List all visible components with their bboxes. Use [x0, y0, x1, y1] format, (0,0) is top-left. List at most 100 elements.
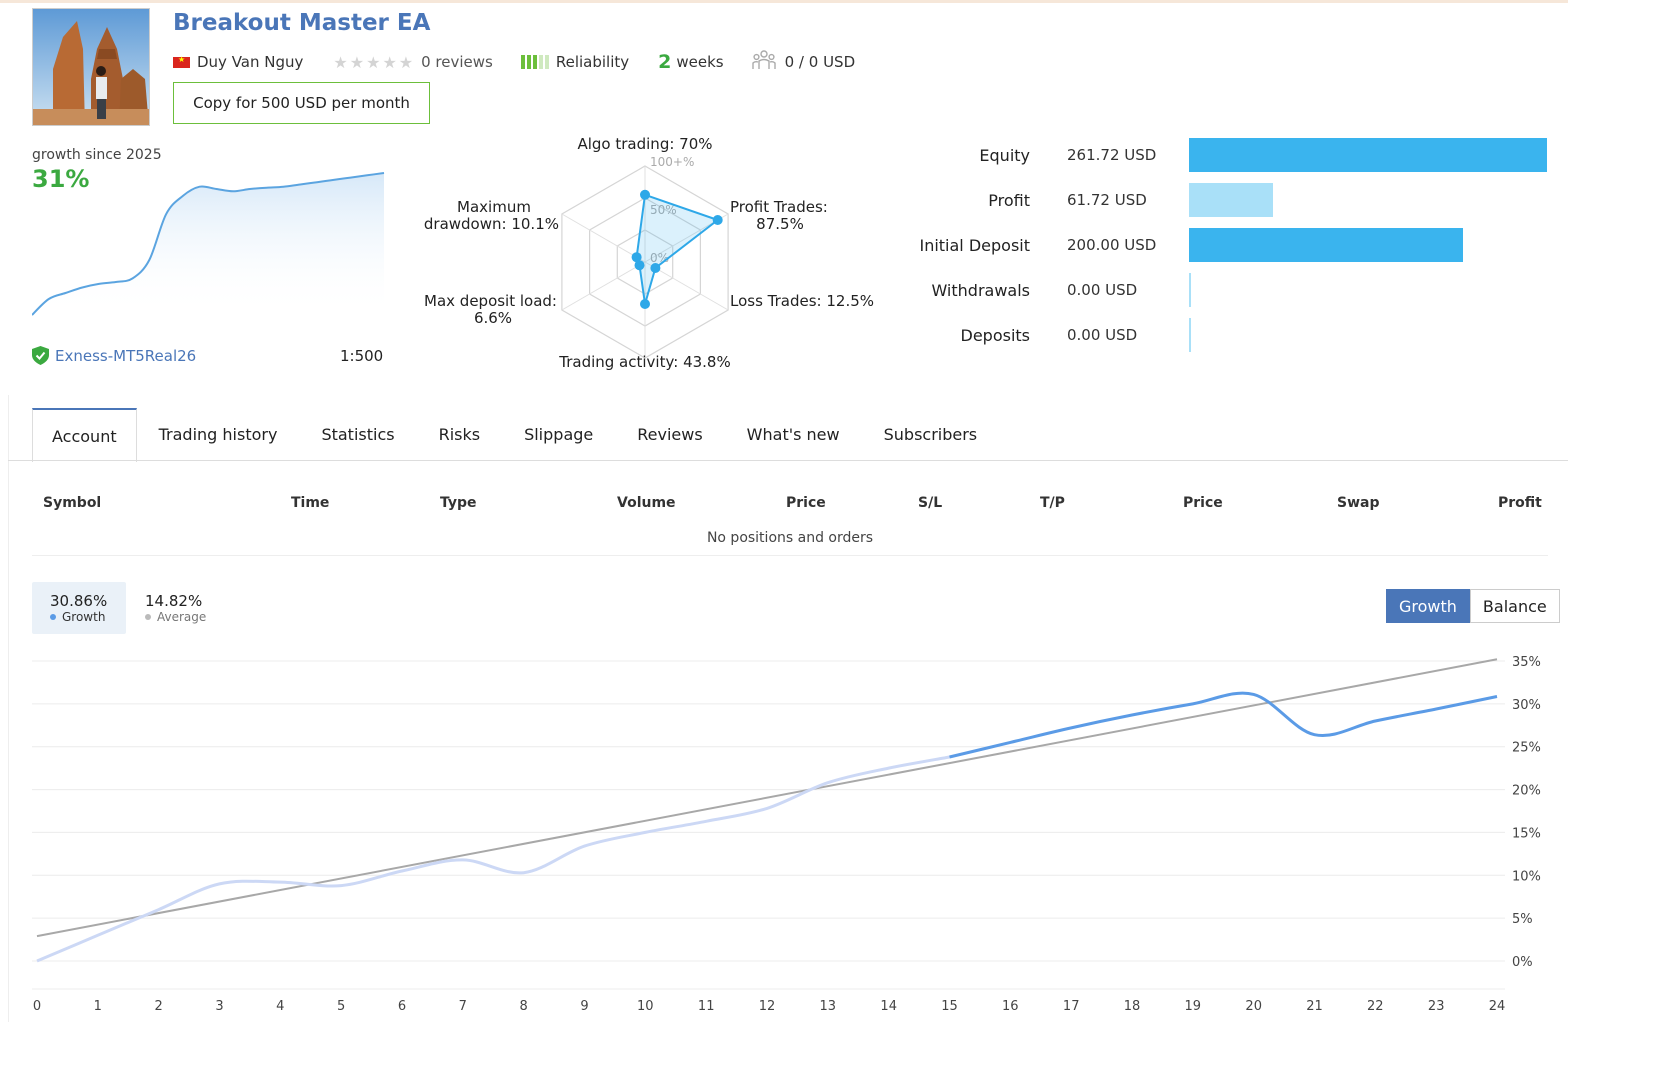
- growth-chart-x-labels: 0 1 2 3 4 5 6 7 8 9 10 11 12 13 14 15 16 17 18 19 20 21 22 23 24: [33, 999, 1505, 1014]
- col-time[interactable]: Time: [291, 495, 330, 511]
- account-label-3: Withdrawals: [931, 281, 1030, 300]
- content-border: [8, 395, 9, 1022]
- subscribers-icon: [751, 49, 776, 75]
- x-tick-label: 18: [1124, 999, 1141, 1014]
- account-value-1: 61.72 USD: [1067, 191, 1147, 209]
- average-dot-icon: [145, 614, 151, 620]
- system-title[interactable]: Breakout Master EA: [173, 10, 431, 36]
- x-tick-label: 17: [1063, 999, 1080, 1014]
- x-tick-label: 23: [1428, 999, 1445, 1014]
- growth-chart-grid: [32, 660, 1505, 990]
- author-avatar[interactable]: [32, 8, 150, 126]
- radar-points: [631, 189, 723, 309]
- balance-toggle-button[interactable]: Balance: [1469, 589, 1560, 623]
- account-label-2: Initial Deposit: [919, 236, 1030, 255]
- subscribers-funds: 0 / 0 USD: [784, 53, 856, 71]
- weeks-number: 2: [658, 51, 672, 73]
- tab-trading-history[interactable]: Trading history: [158, 425, 278, 444]
- radar-point-6: [631, 252, 642, 263]
- x-tick-label: 21: [1306, 999, 1323, 1014]
- system-meta: Duy Van Nguy ★★★★★ 0 reviews Reliability…: [173, 50, 855, 74]
- radar-chart: 100+% 50% 0% Algo trading: 70% Profit Tr…: [424, 135, 874, 371]
- tab-account[interactable]: Account: [32, 408, 137, 462]
- growth-stat-label: Growth: [62, 610, 106, 624]
- reliability-label: Reliability: [555, 53, 630, 71]
- y-tick-label: 35%: [1512, 655, 1541, 670]
- x-tick-label: 15: [941, 999, 958, 1014]
- col-sl[interactable]: S/L: [918, 495, 943, 511]
- account-label-1: Profit: [988, 191, 1030, 210]
- account-bar-2: [1189, 228, 1463, 262]
- growth-stat-value: 30.86%: [50, 592, 108, 610]
- tab-subscribers[interactable]: Subscribers: [883, 425, 978, 444]
- growth-chart: 0 1 2 3 4 5 6 7 8 9 10 11 12 13 14 15 16 17 18 19 20 21 22 23 24…: [32, 655, 1541, 1014]
- average-series-line: [36, 658, 1498, 938]
- chart-mode-toggle: Growth Balance: [1386, 589, 1560, 623]
- x-tick-label: 5: [337, 999, 345, 1014]
- reliability-icon: [520, 55, 549, 69]
- col-profit[interactable]: Profit: [1498, 495, 1542, 511]
- y-tick-label: 25%: [1512, 741, 1541, 756]
- x-tick-label: 22: [1367, 999, 1384, 1014]
- growth-since-value: 31%: [32, 165, 90, 193]
- col-tp[interactable]: T/P: [1040, 495, 1065, 511]
- account-value-2: 200.00 USD: [1067, 236, 1157, 254]
- radar-point-1: [640, 189, 650, 200]
- radar-spoke-5: [561, 261, 646, 311]
- y-tick-label: 0%: [1512, 955, 1533, 970]
- tab-statistics[interactable]: Statistics: [321, 425, 395, 444]
- broker-server-link[interactable]: Exness-MT5Real26: [55, 346, 197, 365]
- tab-slippage[interactable]: Slippage: [524, 425, 594, 444]
- reviews-count[interactable]: 0 reviews: [421, 53, 493, 71]
- col-type[interactable]: Type: [440, 495, 477, 511]
- x-tick-label: 24: [1489, 999, 1506, 1014]
- tab-whats-new[interactable]: What's new: [746, 425, 840, 444]
- vietnam-flag-icon: [173, 55, 190, 68]
- y-tick-label: 20%: [1512, 784, 1541, 799]
- growth-toggle-button[interactable]: Growth: [1386, 589, 1470, 623]
- growth-stat[interactable]: 30.86% Growth: [32, 582, 126, 634]
- top-border: [0, 0, 1568, 3]
- radar-label-profit-2: 87.5%: [756, 215, 804, 233]
- account-value-0: 261.72 USD: [1067, 146, 1157, 164]
- x-tick-label: 13: [820, 999, 837, 1014]
- growth-dot-icon: [50, 614, 56, 620]
- account-bar-3: [1189, 273, 1191, 307]
- x-tick-label: 12: [759, 999, 776, 1014]
- mini-growth-chart: [32, 172, 385, 316]
- mini-growth-line: [32, 172, 385, 316]
- x-tick-label: 2: [155, 999, 163, 1014]
- tab-risks[interactable]: Risks: [438, 425, 481, 444]
- radar-label-profit-1: Profit Trades:: [730, 198, 828, 216]
- copy-subscribe-button[interactable]: Copy for 500 USD per month: [173, 82, 430, 124]
- broker-info: Exness-MT5Real26: [32, 346, 196, 365]
- x-tick-label: 9: [580, 999, 588, 1014]
- account-bar-0: [1189, 138, 1547, 172]
- tab-reviews[interactable]: Reviews: [637, 425, 703, 444]
- author-name[interactable]: Duy Van Nguy: [197, 53, 304, 71]
- y-tick-label: 10%: [1512, 869, 1541, 884]
- y-tick-label: 5%: [1512, 912, 1533, 927]
- rating-stars-icon: ★★★★★: [333, 52, 416, 72]
- table-divider: [32, 555, 1548, 556]
- x-tick-label: 6: [398, 999, 406, 1014]
- growth-since-label: growth since 2025: [32, 147, 162, 163]
- y-tick-label: 30%: [1512, 698, 1541, 713]
- col-price-current[interactable]: Price: [1183, 495, 1223, 511]
- account-label-4: Deposits: [960, 326, 1031, 345]
- account-bar-1: [1189, 183, 1274, 217]
- radar-label-drawdown-1: Maximum: [457, 198, 531, 216]
- x-tick-label: 8: [520, 999, 528, 1014]
- average-stat[interactable]: 14.82% Average: [145, 582, 255, 634]
- col-volume[interactable]: Volume: [617, 495, 676, 511]
- growth-series-line-history: [36, 755, 950, 963]
- radar-label-algo: Algo trading: 70%: [577, 135, 712, 153]
- col-price-open[interactable]: Price: [786, 495, 826, 511]
- growth-series-line-recent: [949, 691, 1498, 759]
- col-symbol[interactable]: Symbol: [43, 495, 102, 511]
- account-value-4: 0.00 USD: [1067, 326, 1138, 344]
- x-tick-label: 0: [33, 999, 41, 1014]
- radar-area: [635, 193, 720, 305]
- x-tick-label: 16: [1002, 999, 1019, 1014]
- col-swap[interactable]: Swap: [1337, 495, 1380, 511]
